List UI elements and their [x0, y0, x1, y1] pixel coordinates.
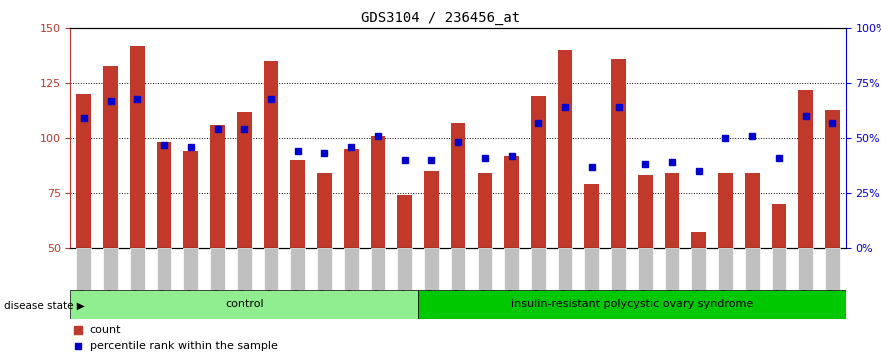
Bar	[531, 96, 545, 248]
Text: disease state ▶: disease state ▶	[4, 301, 85, 311]
FancyBboxPatch shape	[611, 248, 626, 290]
FancyBboxPatch shape	[237, 248, 252, 290]
FancyBboxPatch shape	[718, 248, 733, 290]
Bar	[611, 59, 626, 248]
Bar	[825, 109, 840, 248]
Bar	[798, 90, 813, 248]
Bar	[130, 46, 144, 248]
FancyBboxPatch shape	[397, 248, 412, 290]
Text: GSM156510: GSM156510	[480, 252, 489, 303]
Text: GSM156180: GSM156180	[347, 252, 356, 303]
Text: GSM156178: GSM156178	[293, 252, 302, 303]
Text: GSM156763: GSM156763	[694, 252, 703, 303]
Text: GSM155643: GSM155643	[106, 252, 115, 303]
FancyBboxPatch shape	[584, 248, 599, 290]
Bar	[237, 112, 252, 248]
Bar	[344, 149, 359, 248]
Text: GSM155631: GSM155631	[79, 252, 88, 303]
Text: GSM156171: GSM156171	[213, 252, 222, 303]
Text: GSM156176: GSM156176	[240, 252, 248, 303]
FancyBboxPatch shape	[638, 248, 653, 290]
FancyBboxPatch shape	[424, 248, 439, 290]
Bar	[558, 50, 573, 248]
FancyBboxPatch shape	[451, 248, 465, 290]
Bar	[692, 233, 706, 248]
Bar	[478, 173, 492, 248]
Text: GSM155644: GSM155644	[133, 252, 142, 303]
FancyBboxPatch shape	[531, 248, 545, 290]
Text: GSM156750: GSM156750	[588, 252, 596, 303]
Text: GSM155729: GSM155729	[159, 252, 168, 303]
Text: GSM156950: GSM156950	[801, 252, 811, 303]
Text: GSM156177: GSM156177	[266, 252, 276, 303]
FancyBboxPatch shape	[103, 248, 118, 290]
FancyBboxPatch shape	[772, 248, 786, 290]
Text: GSM156187: GSM156187	[454, 252, 463, 303]
Text: GSM156186: GSM156186	[427, 252, 436, 303]
Text: control: control	[225, 299, 263, 309]
Bar	[664, 173, 679, 248]
FancyBboxPatch shape	[798, 248, 813, 290]
Bar	[263, 61, 278, 248]
Text: GSM156511: GSM156511	[507, 252, 516, 303]
FancyBboxPatch shape	[825, 248, 840, 290]
Text: GSM156181: GSM156181	[374, 252, 382, 303]
FancyBboxPatch shape	[70, 290, 418, 319]
Text: GSM156179: GSM156179	[320, 252, 329, 303]
Text: GSM156170: GSM156170	[186, 252, 196, 303]
Bar	[504, 156, 519, 248]
Bar	[183, 151, 198, 248]
FancyBboxPatch shape	[664, 248, 679, 290]
FancyBboxPatch shape	[183, 248, 198, 290]
Bar	[103, 65, 118, 248]
Bar	[211, 125, 225, 248]
Text: GSM156512: GSM156512	[534, 252, 543, 303]
Bar	[157, 142, 172, 248]
Text: count: count	[90, 325, 122, 335]
Text: GSM156751: GSM156751	[614, 252, 623, 303]
Text: insulin-resistant polycystic ovary syndrome: insulin-resistant polycystic ovary syndr…	[511, 299, 753, 309]
Bar	[744, 173, 759, 248]
Bar	[291, 160, 305, 248]
Bar	[584, 184, 599, 248]
Text: GSM156948: GSM156948	[748, 252, 757, 303]
Text: GDS3104 / 236456_at: GDS3104 / 236456_at	[361, 11, 520, 25]
FancyBboxPatch shape	[344, 248, 359, 290]
Bar	[424, 171, 439, 248]
FancyBboxPatch shape	[130, 248, 144, 290]
FancyBboxPatch shape	[77, 248, 92, 290]
FancyBboxPatch shape	[157, 248, 172, 290]
Bar	[638, 175, 653, 248]
Text: GSM156749: GSM156749	[560, 252, 569, 303]
FancyBboxPatch shape	[744, 248, 759, 290]
FancyBboxPatch shape	[418, 290, 846, 319]
FancyBboxPatch shape	[371, 248, 385, 290]
Text: GSM156949: GSM156949	[774, 252, 783, 303]
Bar	[451, 123, 465, 248]
FancyBboxPatch shape	[558, 248, 573, 290]
Bar	[772, 204, 786, 248]
FancyBboxPatch shape	[291, 248, 305, 290]
FancyBboxPatch shape	[504, 248, 519, 290]
FancyBboxPatch shape	[211, 248, 225, 290]
Bar	[77, 94, 92, 248]
FancyBboxPatch shape	[263, 248, 278, 290]
Bar	[718, 173, 733, 248]
Bar	[317, 173, 332, 248]
Bar	[371, 136, 385, 248]
Text: GSM156752: GSM156752	[640, 252, 650, 303]
Text: GSM156946: GSM156946	[721, 252, 730, 303]
Text: GSM156951: GSM156951	[828, 252, 837, 303]
Text: GSM156753: GSM156753	[668, 252, 677, 303]
FancyBboxPatch shape	[317, 248, 332, 290]
FancyBboxPatch shape	[692, 248, 706, 290]
Text: percentile rank within the sample: percentile rank within the sample	[90, 341, 278, 351]
Bar	[397, 195, 412, 248]
FancyBboxPatch shape	[478, 248, 492, 290]
Text: GSM156184: GSM156184	[400, 252, 409, 303]
